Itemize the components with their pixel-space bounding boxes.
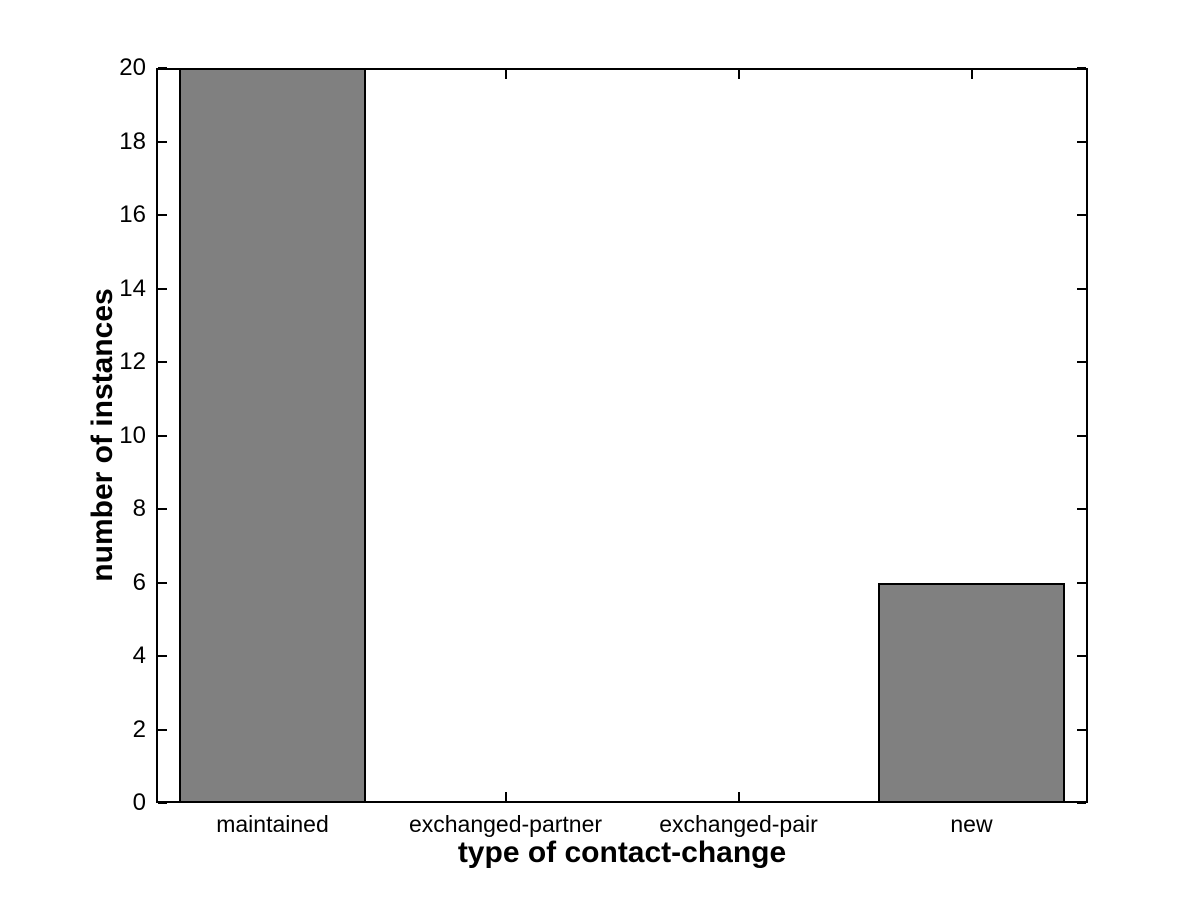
y-tick-right <box>1077 508 1086 510</box>
plot-area <box>156 68 1088 803</box>
y-tick-label: 0 <box>132 789 146 816</box>
y-tick-label: 8 <box>132 495 146 522</box>
x-axis-label: type of contact-change <box>457 836 787 869</box>
y-tick-left <box>158 729 167 731</box>
x-tick-label-maintained: maintained <box>216 811 329 837</box>
y-tick-label: 20 <box>119 54 146 81</box>
y-tick-left <box>158 361 167 363</box>
x-tick-top <box>738 70 740 79</box>
x-tick-label-new: new <box>950 811 993 837</box>
y-tick-left <box>158 67 167 69</box>
y-tick-left <box>158 655 167 657</box>
y-tick-right <box>1077 655 1086 657</box>
x-tick-bottom <box>738 792 740 801</box>
y-tick-label: 2 <box>132 716 146 743</box>
y-tick-label: 14 <box>119 275 146 302</box>
bar-maintained <box>179 68 366 803</box>
y-tick-label: 12 <box>119 348 146 375</box>
y-tick-left <box>158 141 167 143</box>
x-tick-top <box>505 70 507 79</box>
y-tick-left <box>158 582 167 584</box>
y-tick-right <box>1077 361 1086 363</box>
y-tick-right <box>1077 214 1086 216</box>
y-tick-label: 16 <box>119 201 146 228</box>
y-tick-left <box>158 214 167 216</box>
y-tick-left <box>158 288 167 290</box>
y-tick-label: 18 <box>119 128 146 155</box>
y-tick-right <box>1077 67 1086 69</box>
y-tick-left <box>158 802 167 804</box>
y-tick-label: 6 <box>132 569 146 596</box>
x-tick-label-exchanged-partner: exchanged-partner <box>408 811 603 837</box>
y-tick-label: 10 <box>119 422 146 449</box>
y-tick-right <box>1077 802 1086 804</box>
y-tick-left <box>158 508 167 510</box>
x-tick-bottom <box>505 792 507 801</box>
bar-new <box>878 582 1065 803</box>
y-tick-right <box>1077 141 1086 143</box>
x-tick-label-exchanged-pair: exchanged-pair <box>659 811 818 837</box>
x-tick-top <box>971 70 973 79</box>
y-tick-right <box>1077 288 1086 290</box>
y-tick-right <box>1077 435 1086 437</box>
y-tick-right <box>1077 729 1086 731</box>
y-tick-label: 4 <box>132 642 146 669</box>
y-tick-left <box>158 435 167 437</box>
y-tick-right <box>1077 582 1086 584</box>
